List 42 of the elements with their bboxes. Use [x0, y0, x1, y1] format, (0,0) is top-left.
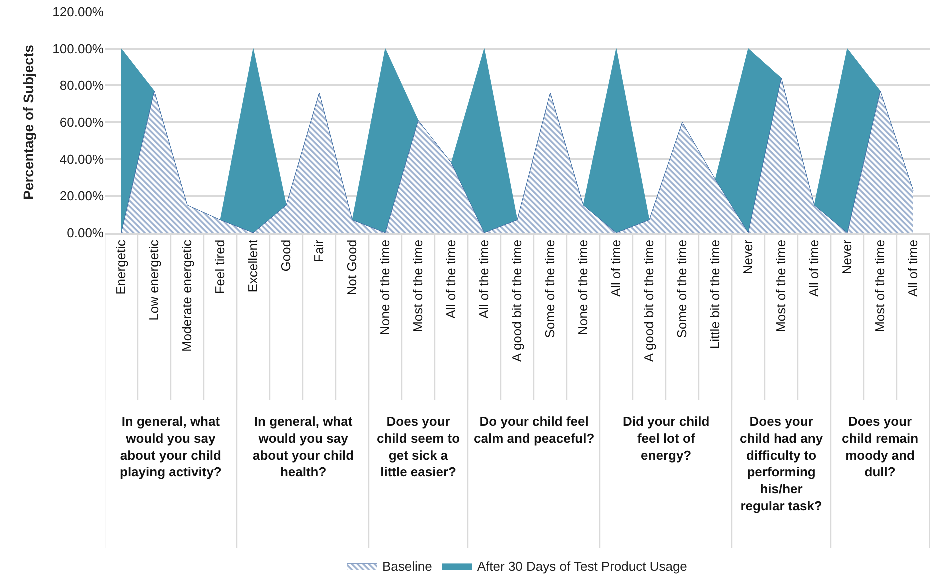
legend-label: Baseline — [382, 559, 432, 574]
x-tick-label: All of the time — [444, 240, 459, 319]
y-tick-label: 100.00% — [52, 41, 104, 56]
x-tick-label: Never — [740, 239, 756, 275]
x-tick-label: Never — [840, 239, 855, 275]
y-tick-label: 120.00% — [52, 4, 104, 20]
y-tick-label: 80.00% — [60, 78, 104, 94]
x-tick-label: Feel tired — [212, 240, 228, 294]
x-tick-label: A good bit of the time — [642, 240, 657, 362]
x-tick-label: A good bit of the time — [510, 240, 525, 362]
x-tick-label: Little bit of the time — [708, 240, 723, 350]
x-tick-label: Most of the time — [872, 240, 888, 332]
x-tick-label: All of the time — [476, 240, 492, 319]
x-tick-label: All of time — [906, 240, 921, 298]
y-tick-label: 40.00% — [60, 152, 104, 167]
text: Did your child feel lot of energy? — [623, 414, 710, 463]
text: Does your child remain moody and dull? — [842, 414, 919, 480]
x-tick-label: Energetic — [114, 239, 129, 295]
text: In general, what would you say about your child playing activity? — [120, 414, 222, 480]
x-tick-label: Not Good — [344, 240, 360, 296]
x-tick-label: Low energetic — [146, 239, 162, 321]
y-tick-label: 60.00% — [60, 115, 104, 130]
x-tick-label: Moderate energetic — [180, 239, 195, 352]
y-axis-title: Percentage of Subjects — [20, 44, 36, 200]
x-tick-label: Excellent — [246, 240, 261, 293]
y-tick-label: 20.00% — [60, 188, 104, 204]
text: Does your child had any difficulty to performing his/her regular task? — [740, 414, 824, 514]
x-tick-label: Most of the time — [410, 240, 426, 332]
text: Do your child feel calm and peaceful? — [474, 414, 595, 446]
x-tick-label: Some of the time — [674, 240, 690, 338]
text: Does your child seem to get sick a little easier? — [377, 414, 460, 480]
text: In general, what would you say about your child health? — [253, 414, 354, 480]
x-tick-label: Most of the time — [774, 240, 789, 332]
x-tick-label: Some of the time — [542, 240, 558, 338]
x-tick-label: Good — [278, 240, 294, 272]
legend-label: After 30 Days of Test Product Usage — [477, 559, 688, 574]
x-tick-label: None of the time — [576, 240, 591, 336]
x-tick-label: None of the time — [378, 240, 393, 336]
y-tick-label: 0.00% — [67, 226, 104, 241]
x-tick-label: All of time — [806, 240, 822, 298]
x-tick-label: Fair — [312, 239, 327, 262]
x-tick-label: All of time — [608, 240, 624, 298]
